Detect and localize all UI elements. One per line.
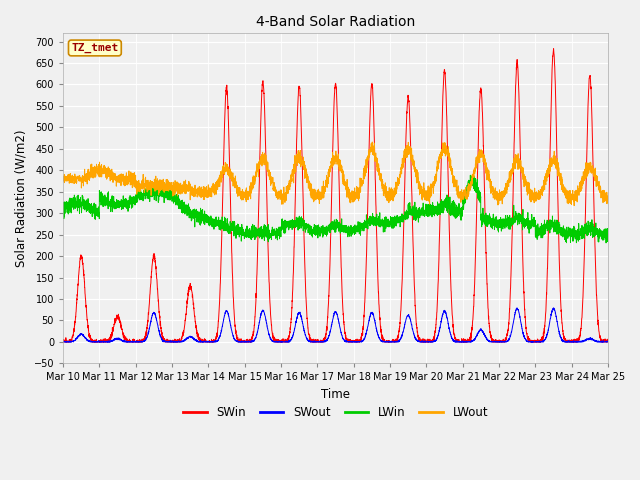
LWout: [157, 179, 164, 184]
SWout: [60, 338, 67, 344]
LWout: [369, 139, 376, 145]
LWin: [604, 239, 612, 244]
Title: 4-Band Solar Radiation: 4-Band Solar Radiation: [256, 15, 415, 29]
LWin: [315, 226, 323, 231]
LWin: [467, 172, 474, 178]
Legend: SWin, SWout, LWin, LWout: SWin, SWout, LWin, LWout: [178, 401, 493, 423]
Line: LWin: LWin: [63, 175, 608, 243]
SWin: [458, 339, 465, 345]
LWin: [604, 239, 611, 244]
LWout: [315, 193, 323, 199]
Y-axis label: Solar Radiation (W/m2): Solar Radiation (W/m2): [15, 130, 28, 267]
SWout: [488, 339, 496, 345]
Line: LWout: LWout: [63, 142, 608, 205]
SWin: [550, 46, 557, 51]
LWin: [458, 210, 465, 216]
Line: SWout: SWout: [63, 308, 608, 342]
SWin: [488, 337, 496, 343]
LWout: [570, 203, 578, 208]
SWout: [604, 338, 612, 344]
LWout: [488, 184, 496, 190]
SWout: [458, 339, 465, 345]
LWout: [604, 201, 612, 206]
LWout: [458, 196, 465, 202]
LWout: [428, 191, 435, 197]
LWout: [604, 198, 611, 204]
LWin: [60, 204, 67, 210]
Line: SWin: SWin: [63, 48, 608, 342]
SWout: [157, 335, 165, 340]
Text: TZ_tmet: TZ_tmet: [71, 43, 118, 53]
SWin: [315, 338, 323, 344]
LWin: [602, 240, 610, 246]
SWout: [550, 305, 557, 311]
SWin: [60, 339, 67, 345]
LWin: [157, 189, 164, 194]
LWout: [60, 178, 67, 184]
LWin: [488, 226, 496, 232]
LWin: [428, 210, 435, 216]
SWout: [604, 339, 611, 345]
SWin: [604, 336, 612, 342]
SWout: [316, 339, 323, 345]
SWin: [604, 339, 611, 345]
SWin: [157, 325, 164, 331]
SWout: [60, 339, 68, 345]
SWin: [428, 338, 435, 344]
X-axis label: Time: Time: [321, 388, 350, 401]
SWout: [428, 339, 435, 345]
